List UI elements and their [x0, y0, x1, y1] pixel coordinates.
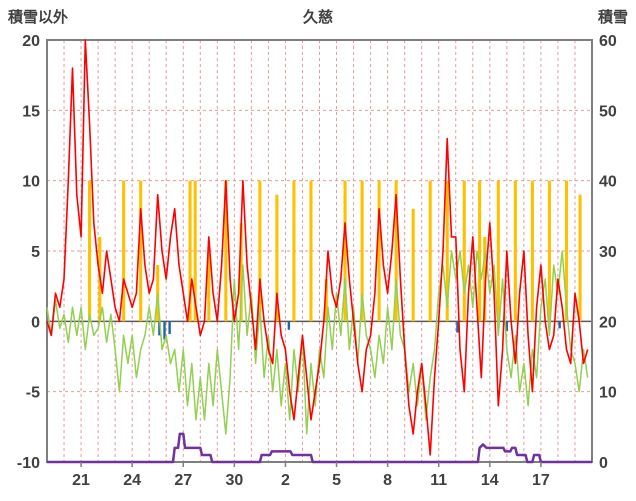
x-tick-label: 27 [174, 472, 192, 489]
orange-bars-bar [258, 180, 262, 322]
left-tick-label: 10 [22, 174, 40, 191]
orange-bars-bar [360, 180, 364, 322]
red-line [46, 39, 589, 456]
x-tick-label: 8 [383, 472, 392, 489]
purple-line [47, 432, 592, 464]
blue-bars-series [158, 321, 561, 340]
left-tick-label: 0 [31, 314, 40, 331]
orange-bars-bar [207, 251, 211, 322]
orange-bars-bar [139, 180, 143, 322]
orange-bars-bar [188, 180, 192, 322]
left-tick-label: 5 [31, 244, 40, 261]
orange-bars-bar [530, 180, 534, 322]
orange-bars-bar [275, 194, 279, 322]
left-tick-label: 20 [22, 33, 40, 50]
orange-bars-bar [578, 194, 582, 322]
orange-bars-bar [547, 180, 551, 322]
orange-bars-bar [377, 180, 381, 322]
left-axis-title: 積雪以外 [7, 8, 68, 26]
orange-bars-bar [513, 180, 517, 322]
right-tick-label: 60 [599, 33, 617, 50]
right-tick-label: 40 [599, 174, 617, 191]
right-tick-label: 30 [599, 244, 617, 261]
orange-bars-bar [483, 236, 487, 322]
left-tick-label: -10 [17, 455, 40, 472]
right-tick-label: 10 [599, 385, 617, 402]
blue-bars-bar [168, 321, 171, 334]
orange-bars-bar [88, 180, 92, 322]
blue-bars-bar [163, 321, 166, 340]
left-tick-label: -5 [26, 385, 40, 402]
x-tick-label: 5 [332, 472, 341, 489]
orange-bars-bar [324, 279, 328, 322]
orange-bars-bar [394, 180, 398, 322]
orange-bars-bar [224, 180, 228, 322]
x-tick-label: 24 [123, 472, 141, 489]
x-tick-label: 11 [430, 472, 447, 489]
orange-bars-bar [445, 180, 449, 322]
x-tick-label: 17 [532, 472, 550, 489]
orange-bars-bar [564, 180, 568, 322]
orange-bars-bar [428, 180, 432, 322]
orange-bars-bar [411, 208, 415, 322]
orange-bars-bar [462, 180, 466, 322]
orange-bars-bar [292, 180, 296, 322]
right-tick-label: 50 [599, 103, 617, 120]
orange-bars-bar [343, 180, 347, 322]
x-tick-label: 14 [481, 472, 499, 489]
orange-bars-bar [496, 180, 500, 322]
x-tick-label: 21 [72, 472, 90, 489]
x-tick-label: 2 [281, 472, 290, 489]
x-tick-label: 30 [225, 472, 243, 489]
right-tick-label: 20 [599, 314, 617, 331]
blue-bars-bar [558, 321, 561, 329]
right-tick-label: 0 [599, 455, 608, 472]
chart-title: 久慈 [303, 8, 333, 26]
orange-bars-bar [478, 180, 482, 322]
blue-bars-bar [456, 321, 459, 333]
orange-bars-bar [309, 180, 313, 322]
orange-bars-series [88, 180, 582, 322]
blue-bars-bar [287, 321, 291, 330]
blue-bars-bar [505, 321, 509, 332]
blue-bars-bar [158, 321, 161, 336]
orange-bars-bar [193, 180, 197, 322]
left-tick-label: 15 [22, 103, 40, 120]
right-axis-title: 積雪 [597, 8, 628, 26]
orange-bars-bar [122, 180, 126, 322]
orange-bars-bar [239, 222, 243, 322]
